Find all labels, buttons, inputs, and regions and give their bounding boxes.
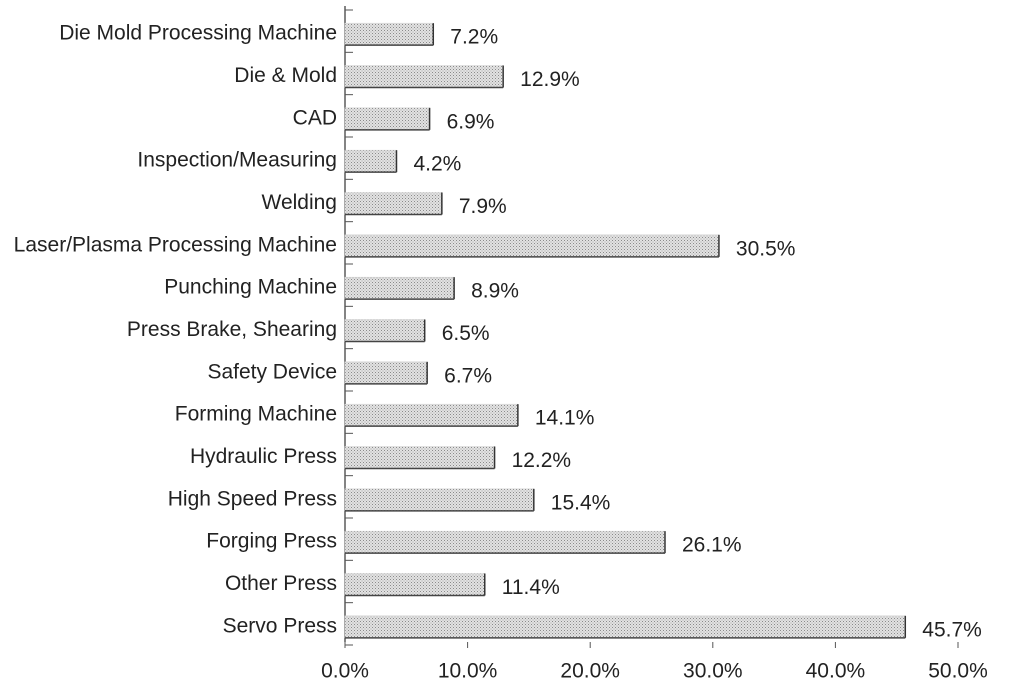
bar [344, 149, 397, 173]
value-label: 7.2% [450, 26, 498, 49]
category-label: Laser/Plasma Processing Machine [14, 233, 337, 256]
category-label: Forming Machine [175, 403, 337, 426]
value-label: 11.4% [502, 576, 560, 599]
category-label: Die & Mold [234, 64, 337, 87]
category-label: Die Mold Processing Machine [59, 22, 337, 45]
x-tick-label: 0.0% [321, 660, 369, 683]
value-label: 14.1% [535, 407, 595, 430]
bar [344, 65, 504, 88]
bar [344, 107, 430, 131]
value-label: 6.5% [442, 322, 490, 345]
x-tick-label: 20.0% [560, 660, 620, 683]
bar [344, 319, 425, 342]
bar [344, 192, 443, 215]
bar [344, 276, 455, 300]
bar [344, 234, 720, 258]
value-label: 12.9% [520, 68, 580, 91]
bar [344, 530, 666, 554]
x-tick-label: 50.0% [928, 660, 988, 683]
bar [344, 22, 434, 46]
bar [344, 403, 519, 427]
bar [344, 361, 428, 385]
category-label: Safety Device [207, 360, 337, 383]
category-label: Punching Machine [164, 276, 337, 299]
value-label: 6.9% [447, 110, 495, 133]
category-label: High Speed Press [168, 487, 337, 510]
value-label: 8.9% [471, 280, 519, 303]
value-label: 30.5% [736, 237, 796, 260]
category-label: Inspection/Measuring [137, 149, 337, 172]
x-tick-label: 30.0% [683, 660, 743, 683]
x-tick-label: 10.0% [438, 660, 498, 683]
x-tick-label: 40.0% [806, 660, 866, 683]
bar [344, 488, 535, 512]
category-label: Hydraulic Press [190, 445, 337, 468]
category-label: CAD [293, 106, 337, 129]
category-label: Forging Press [206, 530, 337, 553]
value-label: 6.7% [444, 364, 492, 387]
value-label: 26.1% [682, 534, 742, 557]
category-label: Other Press [225, 572, 337, 595]
category-label: Servo Press [223, 614, 337, 637]
category-label: Welding [262, 191, 338, 214]
value-label: 7.9% [459, 195, 507, 218]
bar [344, 573, 486, 596]
category-label: Press Brake, Shearing [127, 318, 337, 341]
value-label: 12.2% [512, 449, 572, 472]
value-label: 4.2% [413, 153, 461, 176]
bar [344, 615, 906, 639]
bar [344, 446, 495, 469]
value-label: 15.4% [551, 491, 611, 514]
value-label: 45.7% [922, 618, 982, 641]
